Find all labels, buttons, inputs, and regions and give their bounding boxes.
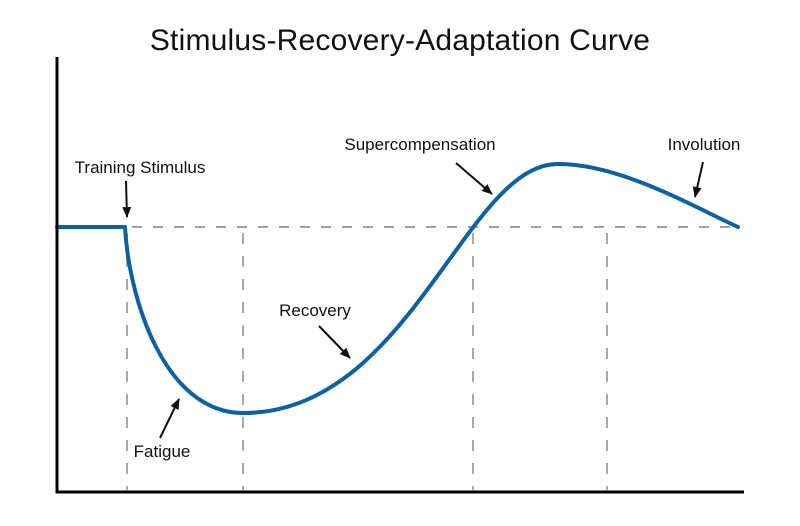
annotation-label-recovery: Recovery xyxy=(279,301,351,320)
performance-curve xyxy=(55,162,740,415)
annotation-label-supercompensation: Supercompensation xyxy=(344,135,496,154)
annotation-label-training-stimulus: Training Stimulus xyxy=(74,158,206,177)
annotation-label-fatigue: Fatigue xyxy=(133,442,191,461)
annotation-arrow-recovery xyxy=(318,325,351,359)
chart-title: Stimulus-Recovery-Adaptation Curve xyxy=(149,24,651,57)
annotation-arrow-fatigue xyxy=(159,398,180,439)
annotation-arrow-training-stimulus xyxy=(122,180,132,218)
annotation-label-involution: Involution xyxy=(667,135,741,154)
annotation-arrow-involution xyxy=(692,161,704,198)
annotation-arrow-supercompensation xyxy=(455,162,493,195)
